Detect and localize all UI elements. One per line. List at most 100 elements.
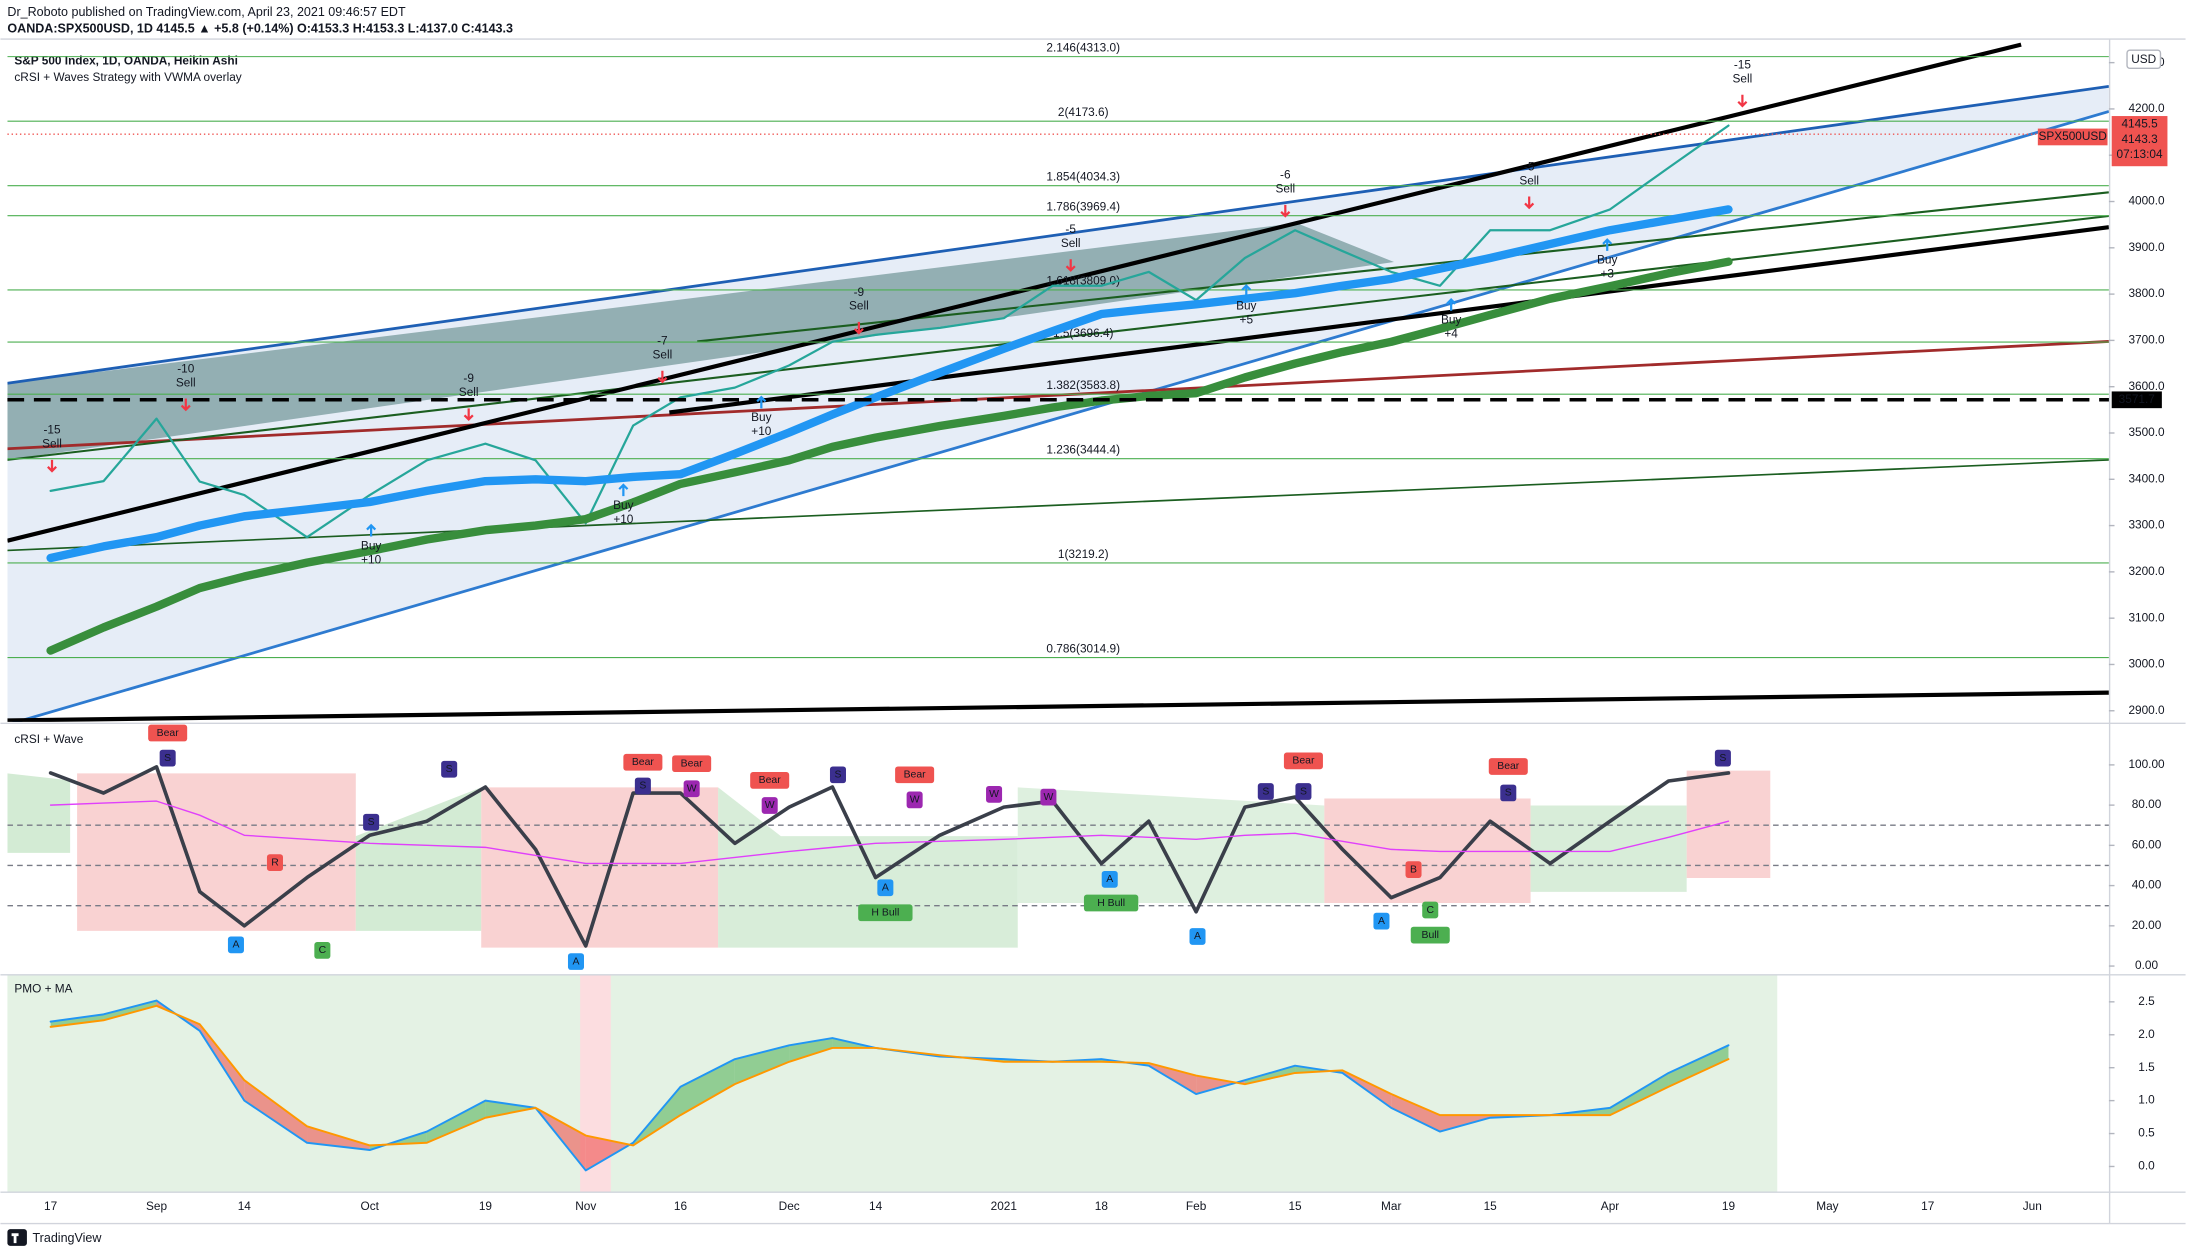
signal-marker	[1295, 783, 1312, 800]
signal-text: -6	[1280, 168, 1291, 182]
signal-text: Buy	[361, 538, 381, 552]
signal-marker-label: S	[834, 770, 841, 781]
y-tick-label: 3800.0	[2128, 286, 2165, 300]
signal-text: -10	[177, 361, 195, 375]
fib-label: 1(3219.2)	[1058, 547, 1109, 561]
symbol-label: SPX500USD	[2038, 129, 2106, 143]
signal-text: +10	[361, 552, 381, 566]
signal-marker-label: A	[1378, 916, 1385, 927]
x-tick-label: 19	[1722, 1199, 1736, 1213]
signal-text: +10	[613, 512, 633, 526]
signal-marker-label: W	[765, 800, 775, 811]
signal-marker-label: H Bull	[871, 908, 899, 919]
signal-marker	[672, 755, 712, 773]
signal-text: Sell	[1061, 236, 1081, 250]
pmo-fill	[1668, 1045, 1729, 1087]
signal-marker-label: A	[1106, 874, 1113, 885]
signal-marker-label: Bear	[157, 728, 180, 739]
signal-marker-label: B	[1410, 864, 1417, 875]
reference-label: 3571.7	[2119, 392, 2155, 406]
pmo-fill	[1196, 1075, 1245, 1095]
y-tick-label: 3500.0	[2128, 425, 2165, 439]
signal-text: -5	[1065, 222, 1076, 236]
x-tick-label: Mar	[1381, 1199, 1401, 1213]
y-tick-label: 0.5	[2138, 1126, 2155, 1140]
series-line	[49, 1004, 1730, 1147]
countdown: 07:13:04	[2117, 147, 2163, 161]
fib-label: 2.146(4313.0)	[1046, 40, 1120, 54]
signal-marker-label: Bear	[681, 758, 704, 769]
signal-marker	[750, 772, 790, 789]
signal-marker-label: Bear	[1497, 761, 1520, 772]
signal-marker	[877, 879, 894, 897]
signal-marker	[761, 797, 778, 814]
signal-marker	[858, 904, 913, 922]
y-tick-label: 2900.0	[2128, 703, 2165, 717]
signal-marker-label: A	[232, 940, 239, 951]
reference-label-box	[2111, 391, 2162, 409]
signal-text: Buy	[1441, 313, 1461, 327]
fib-label: 1.786(3969.4)	[1046, 199, 1120, 213]
y-tick-label: 3000.0	[2128, 657, 2165, 671]
signal-marker-label: A	[573, 956, 580, 967]
signal-marker-label: C	[319, 945, 327, 956]
signal-text: -7	[657, 334, 668, 348]
signal-marker-label: S	[1262, 786, 1269, 797]
signal-text: Buy	[1236, 299, 1256, 313]
x-tick-label: 18	[1095, 1199, 1109, 1213]
signal-marker	[683, 780, 700, 798]
signal-marker	[1257, 783, 1274, 800]
signal-marker	[906, 791, 923, 809]
signal-marker-label: Bull	[1422, 930, 1439, 941]
signal-text: +10	[751, 424, 771, 438]
pmo-fill	[50, 1014, 104, 1027]
signal-marker	[1189, 928, 1206, 945]
y-tick-label: 1.0	[2138, 1093, 2155, 1107]
pmo-fill	[1391, 1094, 1440, 1132]
x-tick-label: 2021	[991, 1199, 1017, 1213]
series-line	[49, 124, 1730, 539]
brand-logo	[7, 1229, 27, 1246]
x-tick-label: Apr	[1601, 1199, 1619, 1213]
signal-text: Sell	[1733, 72, 1753, 86]
signal-marker	[227, 936, 244, 954]
signal-text: Buy	[1597, 253, 1617, 267]
sell-arrow	[657, 370, 668, 384]
x-tick-label: 17	[44, 1199, 57, 1213]
y-tick-label: 2.0	[2138, 1027, 2155, 1041]
signal-marker	[159, 749, 176, 767]
signal-marker	[1410, 926, 1450, 944]
signal-marker	[314, 942, 331, 959]
brand: TradingView	[32, 1231, 102, 1245]
signal-text: -15	[43, 423, 61, 437]
signal-marker	[986, 785, 1003, 803]
x-tick-label: 19	[479, 1199, 493, 1213]
pmo-fill	[680, 1059, 735, 1116]
x-tick-label: Nov	[575, 1199, 596, 1213]
buy-arrow	[618, 483, 629, 497]
pane	[49, 999, 1730, 1172]
last-price-box	[2111, 116, 2168, 167]
pmo-fill	[1610, 1072, 1669, 1116]
y-tick-label: 1.5	[2138, 1060, 2155, 1074]
signal-marker-label: Bear	[632, 757, 655, 768]
chart-title: S&P 500 Index, 1D, OANDA, Heikin Ashi	[14, 53, 238, 67]
y-tick-label: 3300.0	[2128, 518, 2165, 532]
signal-text: Sell	[653, 347, 673, 361]
signal-marker	[1500, 784, 1517, 802]
symbol-line: OANDA:SPX500USD, 1D 4145.5 ▲ +5.8 (+0.14…	[7, 22, 513, 36]
signal-marker-label: H Bull	[1097, 898, 1125, 909]
signal-marker	[1714, 749, 1731, 767]
signal-marker	[363, 813, 380, 831]
currency-label: USD	[2131, 52, 2156, 66]
buy-arrow	[1446, 298, 1457, 311]
signal-marker	[829, 766, 846, 784]
pmo-fill	[585, 1135, 634, 1171]
signal-marker	[634, 777, 651, 795]
symbol-box	[2037, 128, 2108, 146]
pane-borders	[0, 38, 2186, 1225]
signal-marker-label: Bear	[904, 770, 927, 781]
signal-text: -5	[1524, 159, 1535, 173]
y-tick-label: 3900.0	[2128, 240, 2165, 254]
